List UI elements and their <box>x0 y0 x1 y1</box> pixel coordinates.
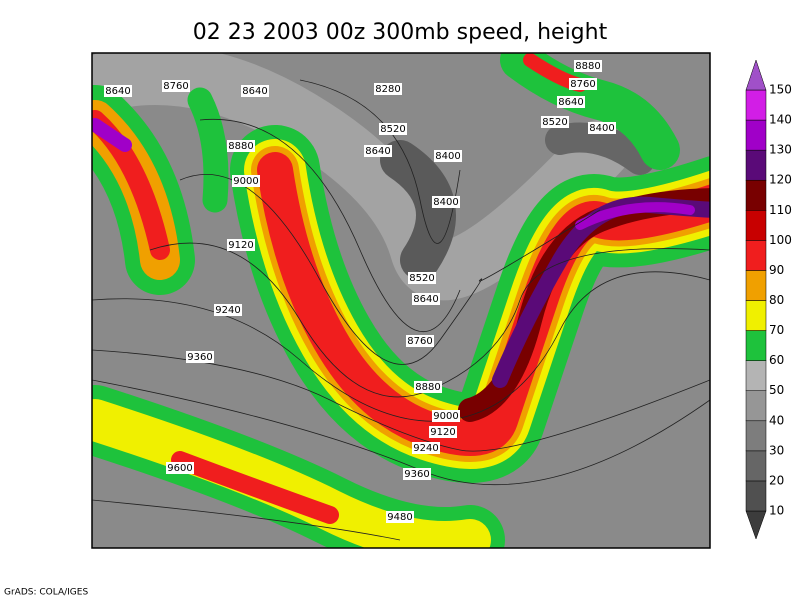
contour-label-box <box>557 96 585 108</box>
colorbar-swatch <box>745 330 767 361</box>
contour-label: 9240 <box>413 443 438 454</box>
contour-label: 9240 <box>215 305 240 316</box>
contour-label: 8880 <box>415 382 440 393</box>
contour-label-box <box>569 78 597 90</box>
contour-label: 9000 <box>233 176 258 187</box>
contour-label-box <box>186 351 214 363</box>
colorbar-swatch <box>745 210 767 241</box>
contour-label-box <box>403 468 431 480</box>
contour-label-box <box>414 381 442 393</box>
contour-label: 8760 <box>407 336 432 347</box>
colorbar-swatch <box>745 450 767 482</box>
contour-label-box <box>408 272 436 284</box>
contour-label: 8280 <box>375 84 400 95</box>
contour-label-box <box>166 462 194 474</box>
contour-label-box <box>429 426 457 438</box>
colorbar-label: 150 <box>769 83 792 97</box>
colorbar-label: 10 <box>769 504 784 518</box>
colorbar-swatch <box>745 240 767 271</box>
contour-label: 8760 <box>570 79 595 90</box>
colorbar-label: 50 <box>769 383 784 397</box>
colorbar-label: 140 <box>769 113 792 127</box>
colorbar-swatch <box>745 300 767 331</box>
contour-label: 9120 <box>228 240 253 251</box>
colorbar-swatch <box>745 179 767 211</box>
colorbar-label: 90 <box>769 263 784 277</box>
colorbar-swatch <box>745 149 767 181</box>
contour-label-box <box>241 85 269 97</box>
contour-label-box <box>364 145 392 157</box>
contour-label: 8520 <box>409 273 434 284</box>
colorbar-cap <box>745 510 767 540</box>
colorbar-swatch <box>745 480 767 512</box>
contour-label: 8520 <box>542 117 567 128</box>
contour-label: 8520 <box>380 124 405 135</box>
contour-label-box <box>232 175 260 187</box>
colorbar-swatch <box>745 89 767 121</box>
contour-label: 8640 <box>365 146 390 157</box>
contour-label: 9120 <box>430 427 455 438</box>
contour-label-box <box>227 140 255 152</box>
colorbar-swatch <box>745 119 767 151</box>
contour-label: 8880 <box>228 141 253 152</box>
contour-label: 8880 <box>575 61 600 72</box>
colorbar-label: 40 <box>769 413 784 427</box>
contour-label-box <box>162 80 190 92</box>
colorbar-swatch <box>745 420 767 452</box>
colorbar-swatch <box>745 390 767 422</box>
colorbar-label: 80 <box>769 293 784 307</box>
contour-label: 8640 <box>242 86 267 97</box>
colorbar-label: 60 <box>769 353 784 367</box>
contour-label-box <box>412 442 440 454</box>
speed-field <box>92 53 710 548</box>
map <box>91 52 711 549</box>
colorbar-label: 20 <box>769 473 784 487</box>
colorbar-label: 130 <box>769 143 792 157</box>
contour-label: 8640 <box>413 294 438 305</box>
contour-label: 8400 <box>433 197 458 208</box>
contour-label-box <box>432 196 460 208</box>
colorbar-cap <box>745 59 767 91</box>
footer: GrADS: COLA/IGES <box>4 588 88 598</box>
contour-label: 8640 <box>105 86 130 97</box>
colorbar-label: 30 <box>769 443 784 457</box>
contour-label: 9360 <box>187 352 212 363</box>
contour-label-box <box>214 304 242 316</box>
contour-label-box <box>227 239 255 251</box>
colorbar-swatch <box>745 360 767 391</box>
map-frame <box>91 52 711 549</box>
contour-label-box <box>406 335 434 347</box>
colorbar-label: 110 <box>769 203 792 217</box>
contour-label: 9000 <box>433 411 458 422</box>
contour-label-box <box>374 83 402 95</box>
colorbar-label: 120 <box>769 173 792 187</box>
contour-label-box <box>379 123 407 135</box>
contour-label: 9480 <box>387 512 412 523</box>
contour-label: 8400 <box>589 123 614 134</box>
contour-label: 8640 <box>558 97 583 108</box>
contour-label-box <box>541 116 569 128</box>
contour-label-box <box>386 511 414 523</box>
colorbar-label: 100 <box>769 233 792 247</box>
contour-label-box <box>412 293 440 305</box>
contour-label: 8760 <box>163 81 188 92</box>
contour-label: 9360 <box>404 469 429 480</box>
contour-label-box <box>104 85 132 97</box>
contour-label-box <box>432 410 460 422</box>
contour-label-box <box>574 60 602 72</box>
colorbar-label: 70 <box>769 323 784 337</box>
contour-label-box <box>434 150 462 162</box>
contour-label-box <box>588 122 616 134</box>
colorbar-swatch <box>745 270 767 301</box>
contour-label: 8400 <box>435 151 460 162</box>
contour-label: 9600 <box>167 463 192 474</box>
title: 02 23 2003 00z 300mb speed, height <box>193 20 608 45</box>
